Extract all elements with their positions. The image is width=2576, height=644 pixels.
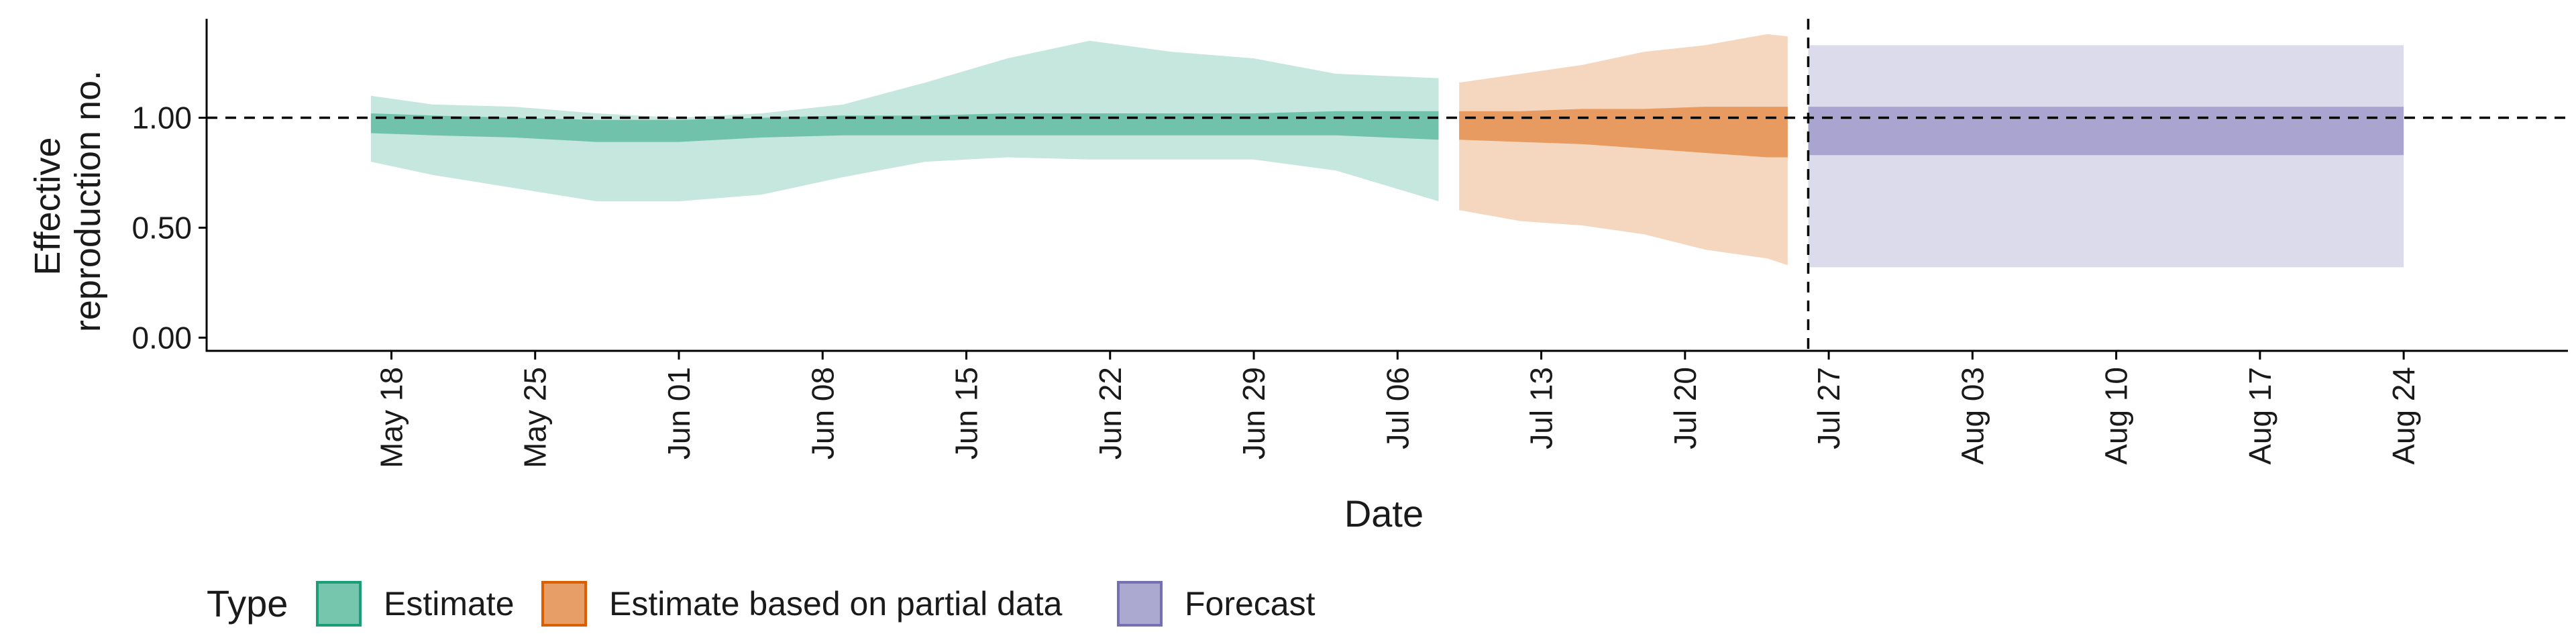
y-tick-label: 0.00 bbox=[131, 320, 192, 355]
x-tick-label: Aug 24 bbox=[2386, 367, 2421, 465]
x-tick-label: Jul 06 bbox=[1380, 367, 1415, 449]
legend-label-forecast: Forecast bbox=[1185, 585, 1316, 623]
legend-label-estimate-based-on-partial-data: Estimate based on partial data bbox=[609, 585, 1063, 623]
x-tick-label: Jun 01 bbox=[661, 367, 696, 460]
legend-title: Type bbox=[207, 582, 288, 625]
legend: Type Estimate Estimate based on partial d… bbox=[207, 581, 1316, 627]
x-tick-label: Jun 22 bbox=[1093, 367, 1128, 460]
x-tick-label: Aug 10 bbox=[2099, 367, 2134, 465]
x-tick-label: Aug 17 bbox=[2243, 367, 2277, 465]
legend-label-estimate: Estimate bbox=[384, 585, 515, 623]
inner-band-forecast bbox=[1808, 107, 2404, 156]
x-tick-label: May 18 bbox=[374, 367, 409, 468]
x-tick-label: Jul 20 bbox=[1668, 367, 1703, 449]
axes bbox=[205, 19, 2568, 352]
x-tick-label: Jun 29 bbox=[1236, 367, 1271, 460]
y-axis-label-line-1: Effective bbox=[28, 137, 68, 275]
inner-band-estimate-based-on-partial-data bbox=[1459, 107, 1788, 158]
legend-key-estimate bbox=[316, 581, 362, 627]
x-tick-label: Aug 03 bbox=[1955, 367, 1990, 465]
legend-key-estimate-based-on-partial-data bbox=[541, 581, 587, 627]
x-tick-label: Jun 15 bbox=[949, 367, 984, 460]
x-axis-label: Date bbox=[1344, 492, 1424, 535]
x-tick-label: May 25 bbox=[518, 367, 553, 468]
x-tick-label: Jul 27 bbox=[1811, 367, 1846, 449]
y-tick-label: 1.00 bbox=[131, 101, 192, 136]
y-tick-label: 0.50 bbox=[131, 210, 192, 245]
x-tick-label: Jul 13 bbox=[1524, 367, 1559, 449]
x-tick-label: Jun 08 bbox=[805, 367, 840, 460]
uncertainty-bands bbox=[370, 34, 2404, 268]
legend-key-forecast bbox=[1117, 581, 1163, 627]
x-axis-ticks: May 18 May 25 Jun 01 Jun 08 Jun 15 Jun 22 Jun … bbox=[374, 351, 2421, 468]
y-axis-label: Effective reproduction no. bbox=[28, 70, 108, 332]
y-axis-ticks: 0.00 0.50 1.00 bbox=[131, 101, 207, 355]
outer-band-forecast bbox=[1808, 45, 2404, 268]
y-axis-label-line-2: reproduction no. bbox=[68, 70, 108, 332]
outer-band-estimate-based-on-partial-data bbox=[1459, 34, 1788, 266]
